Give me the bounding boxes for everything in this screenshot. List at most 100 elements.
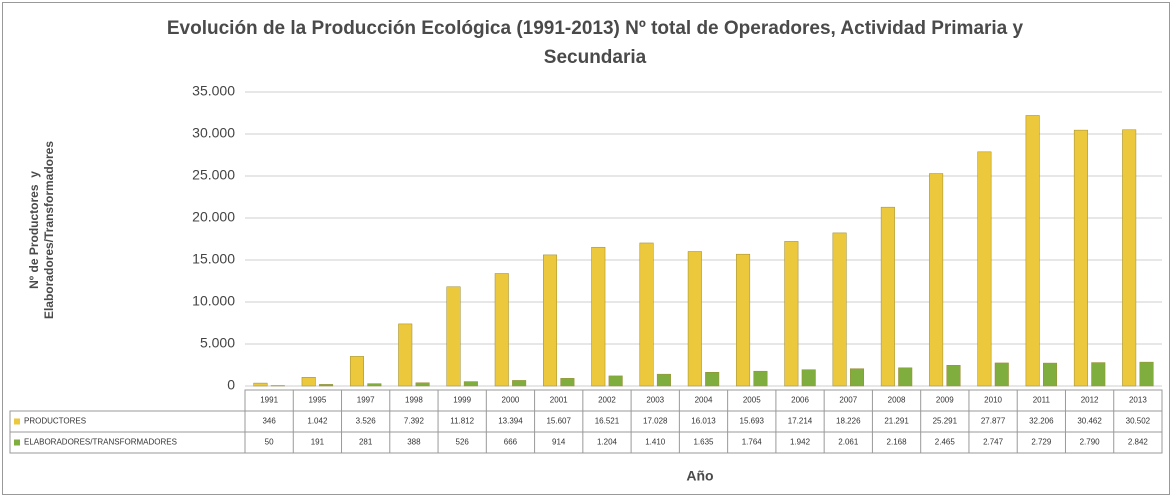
data-label: 27.877 (981, 417, 1006, 426)
data-label: 17.028 (643, 417, 668, 426)
x-tick-label: 2001 (550, 396, 568, 405)
x-tick-label: 1997 (357, 396, 375, 405)
bar (463, 381, 478, 387)
data-label: 30.502 (1126, 417, 1151, 426)
x-tick-label: 2002 (598, 396, 616, 405)
bar (639, 242, 654, 387)
data-label: 18.226 (836, 417, 861, 426)
bar (446, 286, 461, 387)
bar (398, 323, 413, 387)
data-label: 2.729 (1031, 438, 1052, 447)
x-tick-label: 2003 (646, 396, 664, 405)
data-label: 7.392 (404, 417, 425, 426)
data-label: 2.790 (1080, 438, 1101, 447)
bar (656, 373, 671, 387)
y-tick-label: 25.000 (192, 167, 235, 183)
x-tick-label: 2010 (984, 396, 1002, 405)
x-tick-label: 2008 (888, 396, 906, 405)
y-tick-label: 35.000 (192, 83, 235, 99)
data-label: 1.764 (742, 438, 763, 447)
bar (494, 273, 509, 387)
x-tick-label: 2009 (936, 396, 954, 405)
y-tick-label: 20.000 (192, 209, 235, 225)
x-tick-label: 2005 (743, 396, 761, 405)
data-label: 914 (552, 438, 566, 447)
legend-swatch (14, 418, 20, 425)
bar (349, 356, 364, 387)
data-label: 50 (265, 438, 274, 447)
bar (1091, 362, 1106, 387)
x-tick-label: 2006 (791, 396, 809, 405)
data-label: 191 (311, 438, 325, 447)
x-tick-label: 2011 (1033, 396, 1051, 405)
data-label: 526 (456, 438, 470, 447)
legend-label: PRODUCTORES (24, 417, 86, 426)
y-tick-label: 5.000 (200, 335, 235, 351)
bar (367, 383, 382, 387)
x-tick-label: 2012 (1081, 396, 1099, 405)
data-label: 2.061 (838, 438, 859, 447)
bar (608, 375, 623, 387)
data-label: 32.206 (1029, 417, 1054, 426)
x-tick-label: 1991 (260, 396, 278, 405)
bar (753, 370, 768, 387)
data-label: 2.747 (983, 438, 1004, 447)
data-label: 1.042 (307, 417, 328, 426)
data-label: 16.521 (595, 417, 620, 426)
data-label: 1.204 (597, 438, 618, 447)
data-label: 346 (262, 417, 276, 426)
bar (801, 369, 816, 387)
x-tick-label: 1995 (308, 396, 326, 405)
data-label: 17.214 (788, 417, 813, 426)
data-label: 21.291 (884, 417, 909, 426)
data-label: 2.465 (935, 438, 956, 447)
bar (784, 241, 799, 387)
x-tick-label: 1998 (405, 396, 423, 405)
data-label: 1.942 (790, 438, 811, 447)
data-label: 666 (504, 438, 518, 447)
data-label: 13.394 (498, 417, 523, 426)
x-tick-label: 2000 (502, 396, 520, 405)
y-tick-label: 10.000 (192, 293, 235, 309)
data-label: 11.812 (450, 417, 474, 426)
bar (1025, 115, 1040, 387)
bar (880, 206, 895, 387)
bar (301, 376, 316, 387)
chart-title: Evolución de la Producción Ecológica (19… (166, 18, 1024, 68)
bar (1139, 361, 1154, 387)
x-axis-label: Año (686, 468, 713, 484)
x-tick-label: 2013 (1129, 396, 1147, 405)
bar (687, 251, 702, 387)
bar (1073, 129, 1088, 387)
bar (946, 365, 961, 387)
bar (736, 253, 751, 387)
data-label: 15.607 (546, 417, 571, 426)
bar (415, 382, 430, 387)
bar (319, 384, 334, 387)
bar (560, 378, 575, 387)
x-tick-label: 2007 (839, 396, 857, 405)
y-tick-label: 30.000 (192, 125, 235, 141)
bar (512, 380, 527, 387)
data-label: 16.013 (691, 417, 716, 426)
x-tick-label: 1999 (453, 396, 471, 405)
x-tick-label: 2004 (695, 396, 713, 405)
data-label: 25.291 (933, 417, 958, 426)
bar (977, 151, 992, 387)
bar (1122, 129, 1137, 387)
bar (898, 367, 913, 387)
legend-label: ELABORADORES/TRANSFORMADORES (24, 438, 177, 447)
y-tick-label: 0 (227, 377, 235, 393)
data-label: 15.693 (740, 417, 765, 426)
bar (543, 254, 558, 387)
data-label: 30.462 (1077, 417, 1102, 426)
bar (1043, 362, 1058, 387)
data-label: 1.410 (645, 438, 666, 447)
y-tick-label: 15.000 (192, 251, 235, 267)
bar (849, 368, 864, 387)
data-label: 2.168 (887, 438, 908, 447)
bar (929, 173, 944, 387)
